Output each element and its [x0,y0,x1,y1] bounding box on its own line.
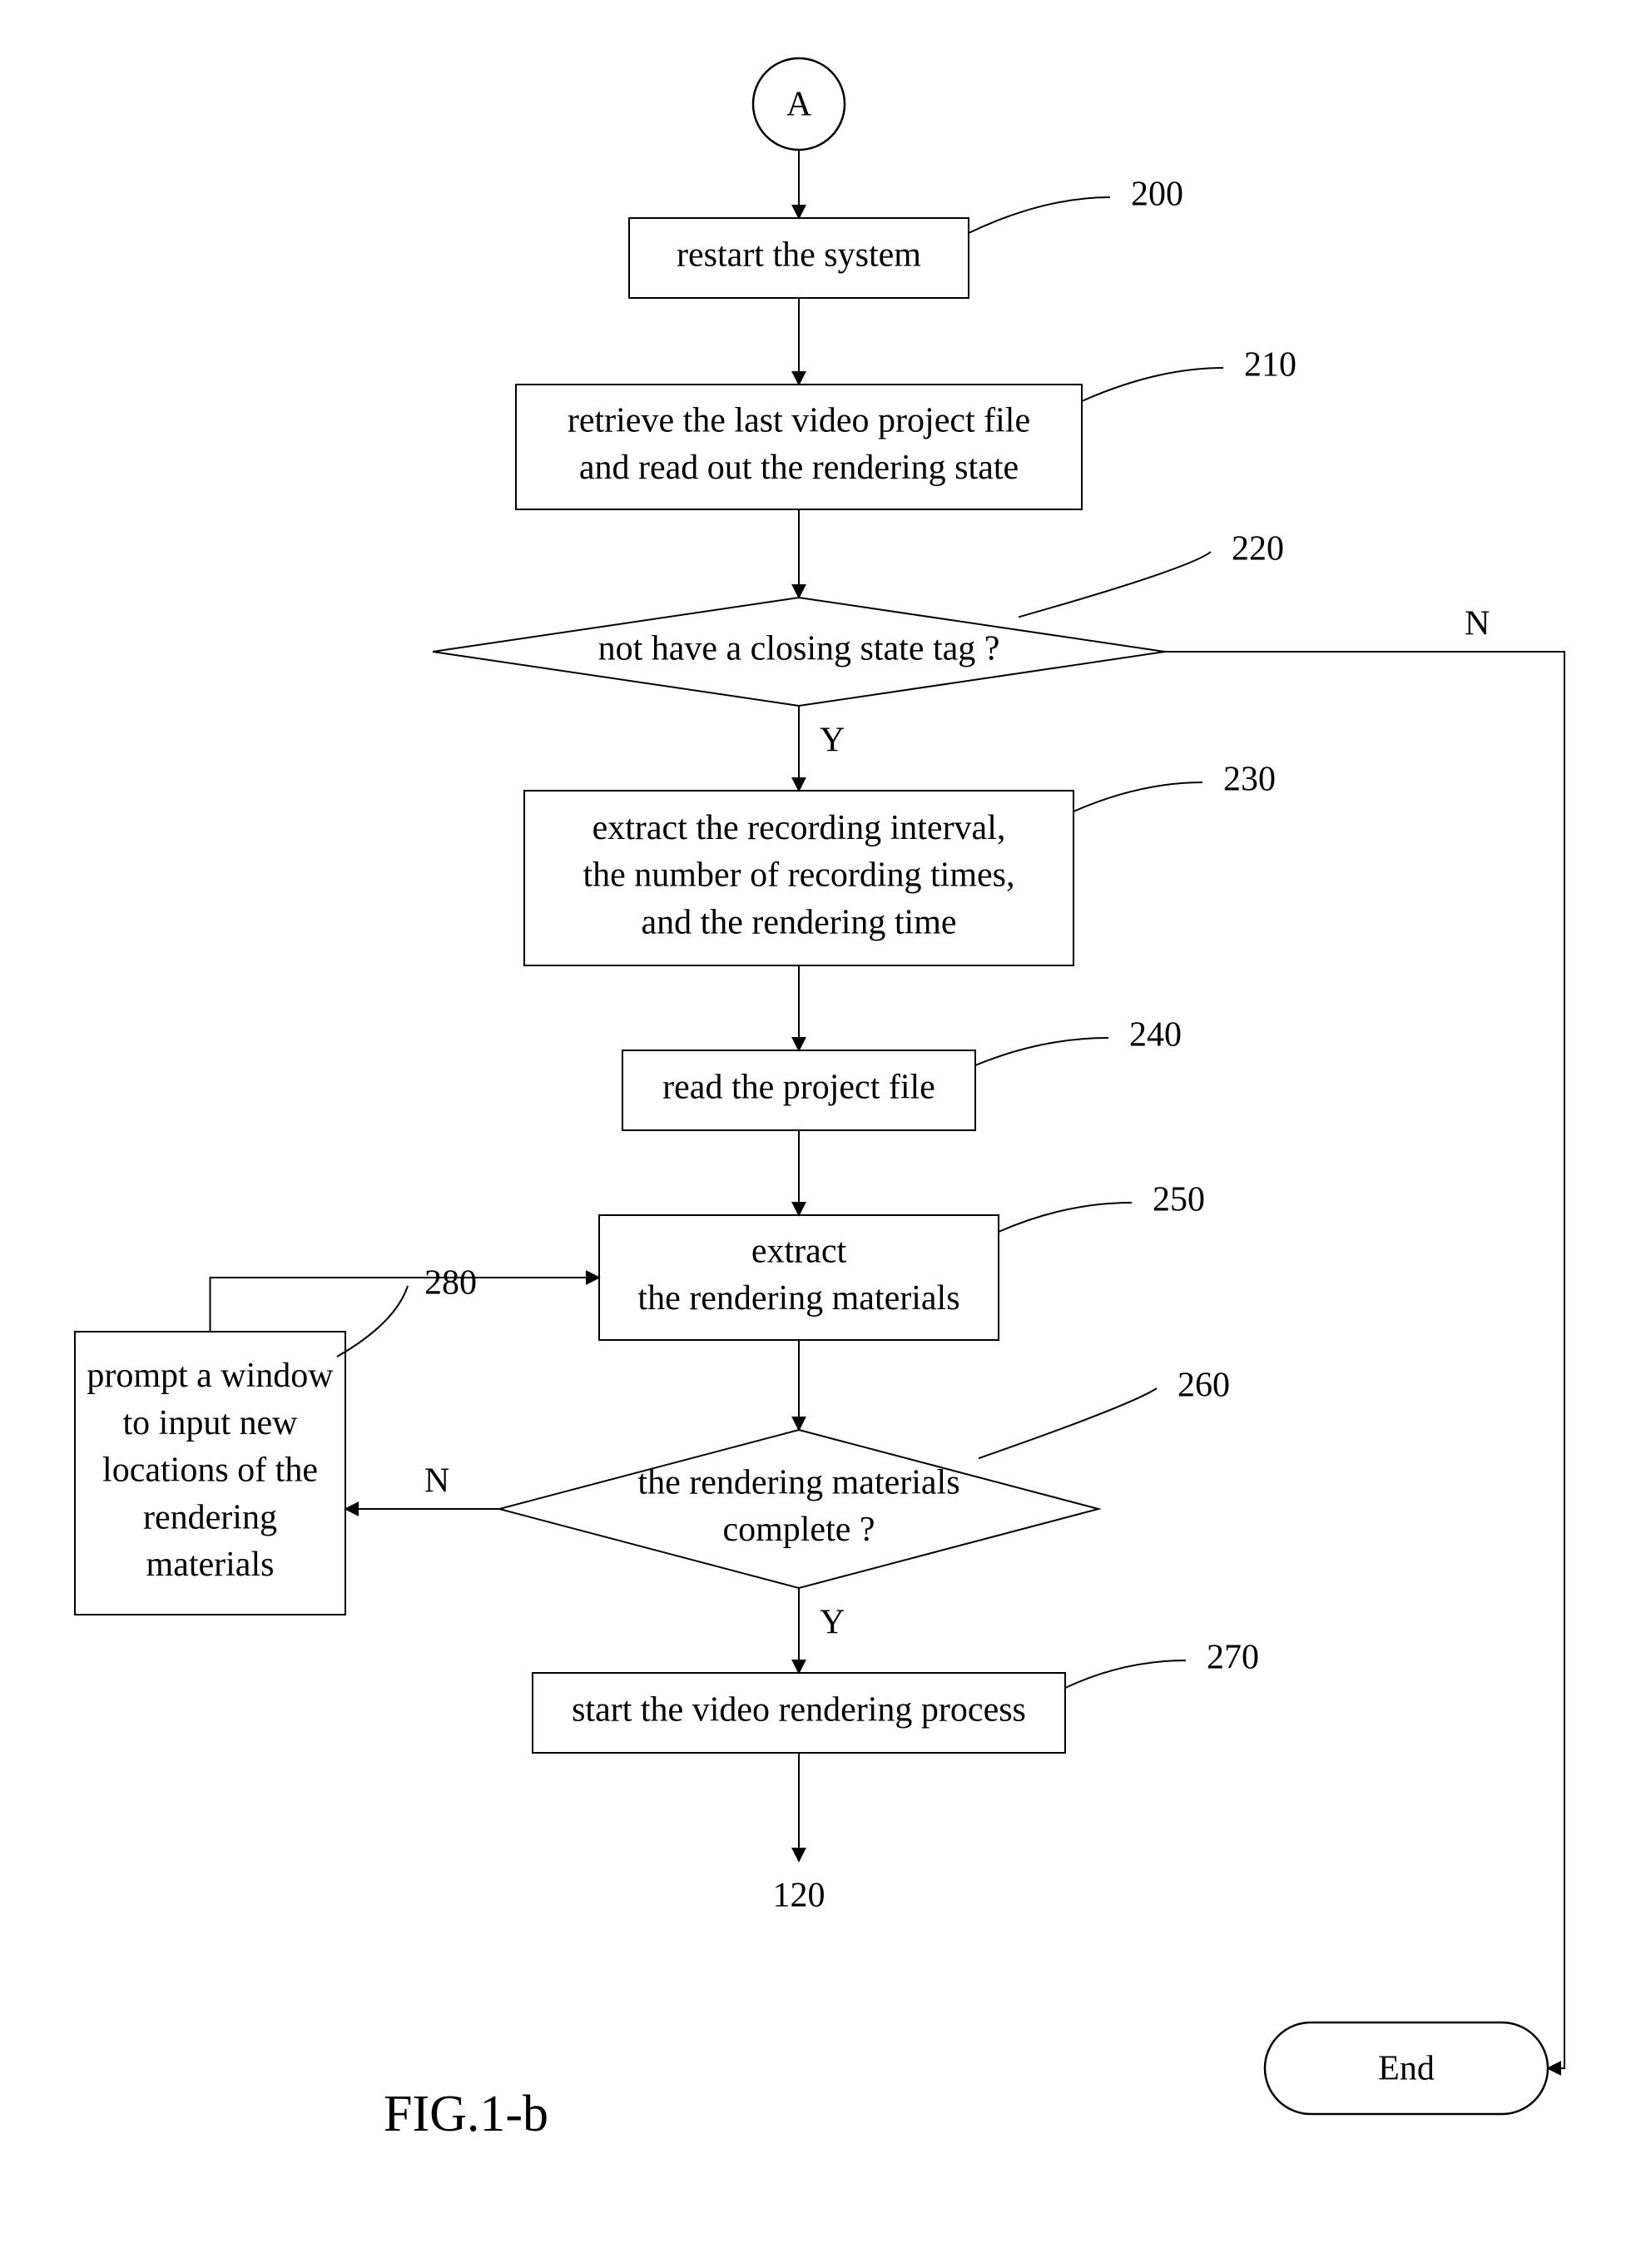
node-text: rendering [143,1498,277,1536]
node-text: the number of recording times, [583,856,1014,895]
ref-number: 240 [1129,1016,1182,1055]
node-text: retrieve the last video project file [568,401,1030,439]
ref-number: 230 [1223,761,1276,799]
node-text: and read out the rendering state [579,449,1019,487]
node-n260: the rendering materials complete ? [499,1430,1098,1588]
node-n240: read the project file [622,1050,975,1130]
ref-number: 220 [1232,530,1284,568]
ref-number: 280 [424,1264,477,1303]
ref-number: 200 [1131,176,1183,214]
ref-number: 250 [1153,1181,1205,1219]
nodes-group: restart the system retrieve the last vide… [75,218,1165,1753]
branch-label: Y [820,722,845,760]
ref-number: 260 [1177,1367,1230,1405]
node-text: prompt a window [87,1357,334,1395]
node-n270: start the video rendering process [533,1673,1065,1753]
ref-number: 270 [1207,1639,1259,1677]
node-text: materials [146,1546,275,1584]
node-n200: restart the system [629,218,969,298]
node-text: locations of the [102,1452,318,1490]
node-text: and the rendering time [641,903,956,941]
node-text: the rendering materials [637,1279,959,1318]
flowchart-canvas: A restart the system retrieve the last vi… [0,0,1646,2268]
branch-label: N [1465,605,1490,643]
node-text: restart the system [677,236,921,275]
terminator-end-label: End [1378,2050,1435,2088]
node-text: to input new [123,1404,299,1442]
ref-number: 210 [1244,346,1296,385]
branch-label: Y [820,1604,845,1642]
node-text: complete ? [722,1511,875,1549]
node-n230: extract the recording interval, the numbe… [524,791,1073,965]
node-text: not have a closing state tag ? [598,630,1000,668]
node-text: extract the recording interval, [592,809,1006,847]
branch-label: N [424,1462,449,1501]
node-n220: not have a closing state tag ? [433,598,1165,706]
node-n250: extract the rendering materials [599,1215,999,1340]
node-text: the rendering materials [637,1463,959,1501]
node-n280: prompt a window to input new locations of … [75,1332,345,1615]
node-text: start the video rendering process [572,1691,1026,1730]
node-text: read the project file [662,1069,935,1107]
exit-label-120: 120 [773,1877,825,1915]
node-n210: retrieve the last video project file and … [516,385,1082,509]
node-text: extract [751,1232,847,1270]
connector-a-label: A [786,86,812,124]
figure-caption: FIG.1-b [384,2086,548,2142]
